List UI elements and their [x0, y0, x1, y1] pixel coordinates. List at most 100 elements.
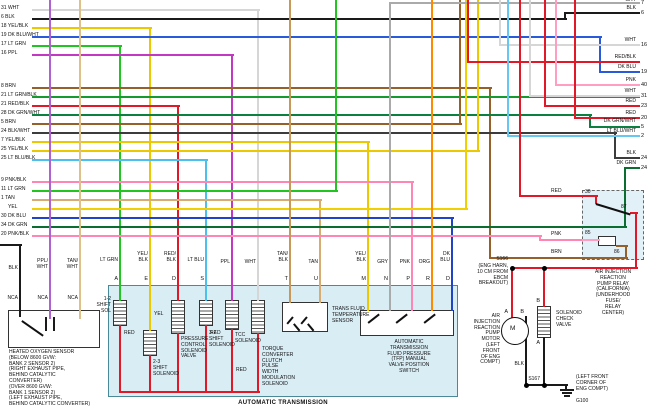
wire-label: 9 PNK/BLK [1, 177, 27, 183]
connector-wire-label: LT BLU [187, 257, 205, 263]
wire-ltgrn-11 [335, 0, 337, 192]
relay-terminal: 87 [621, 204, 627, 210]
wire-pnk-40 [556, 84, 640, 86]
splice-s166-caption: (ENG HARN, 10 CM FROM EBCM BREAKOUT) [477, 263, 508, 287]
ground-caption: (LEFT FRONT CORNER OF ENG COMPT) [576, 374, 609, 392]
ground-g100-label: G100 [576, 398, 589, 404]
pin-number: 20 [641, 115, 648, 121]
wire-pnkblk-9 [411, 181, 413, 311]
wire-label: LT BLU/WHT [606, 128, 636, 134]
pin-number: 7 [641, 0, 645, 6]
wire-o2-plate-2 [53, 317, 55, 331]
wire-gry-7 [389, 2, 391, 311]
relay-coil [598, 236, 616, 246]
terminal-letter: A [504, 309, 508, 315]
connector-wire-label: PNK [399, 259, 410, 265]
wire-label: 5 BRN [1, 119, 16, 125]
connector-wire-label: ORG [418, 259, 430, 265]
wire-ltblublk-25 [32, 159, 208, 161]
splice-s167 [541, 382, 547, 388]
terminal-letter: B [536, 298, 540, 304]
wire-label: BLK [626, 150, 636, 156]
wire-label: 8 BRN [1, 83, 16, 89]
sensor-label: TRANS FLUID TEMPERATURE SENSOR [332, 306, 370, 324]
wire-label: 28 DK GRN/WHT [1, 110, 41, 116]
wire-yelblk-7 [367, 141, 369, 311]
terminal-letter: P [406, 276, 410, 282]
wire-label: BRN [551, 249, 562, 255]
pin-number: 16 [641, 42, 648, 48]
wire-red-23 [545, 105, 640, 107]
connector-wire-label: YEL/ BLK [137, 251, 148, 263]
connector-wire-label: TAN [308, 259, 318, 265]
wire-red-pcsv [177, 333, 179, 393]
terminal-letter: B [520, 309, 524, 315]
wire-label: 34 DK GRN [1, 222, 28, 228]
wire-o2-plate-1 [45, 317, 47, 331]
wire-label: 19 DK BLU/WHT [1, 32, 39, 38]
wire-ltgrn-17 [32, 45, 122, 47]
wire-brn-8 [490, 257, 584, 259]
wire-dkgrn-34 [624, 167, 626, 228]
wire-label: 16 PPL [1, 50, 18, 56]
wire-ppl-16 [231, 54, 233, 301]
wire-label: PNK [551, 231, 562, 237]
wire-yelblk-18 [32, 27, 152, 29]
wire-blk-o2 [0, 244, 22, 246]
wire-yelblk-25 [477, 0, 479, 152]
wire-brn-5 [459, 0, 461, 125]
valve-caption: SOLENOID CHECK VALVE [556, 310, 582, 328]
air-pump-relay-box [582, 190, 644, 260]
solenoid-3-2-shift [199, 300, 213, 326]
wire-label: RED [236, 367, 247, 373]
wire-ltblublk-25 [205, 159, 207, 301]
solenoid-label: TORQUE CONVERTER CLUTCH PULSE WIDTH MODU… [262, 346, 295, 387]
solenoid-label: 3-2 SHIFT SOLENOID [209, 330, 235, 348]
wire-dkgrn-34 [32, 226, 627, 228]
wire-tan-1 [32, 199, 322, 201]
wire-wht-31 [257, 9, 259, 301]
wire-label: RED [625, 98, 636, 104]
wire-label: 31 WHT [1, 5, 20, 11]
wire-label: BLK [626, 5, 636, 11]
wire-dkblu-30 [451, 217, 453, 311]
wire-blkwht-24 [615, 157, 640, 159]
wire-dkgrn-34 [625, 167, 640, 169]
wire-label: 24 BLK/WHT [1, 128, 31, 134]
wire-ltgrn-11 [32, 190, 338, 192]
wire-org-r [431, 0, 433, 311]
connector-wire-label: RED/ BLK [164, 251, 176, 263]
terminal-letter: D [446, 276, 450, 282]
motor-m-label: M [510, 325, 516, 332]
wire-label: PPL/ WHT [36, 258, 48, 270]
wire-ltbluwht-2 [508, 135, 640, 137]
wire-red-sol32 [205, 325, 207, 393]
pin-number: 2 [641, 133, 645, 139]
wire-dkbluwht-19 [32, 36, 602, 38]
wire-red-20 [574, 0, 576, 119]
nca-label: NCA [37, 295, 48, 301]
wire-wht-16 [500, 44, 640, 46]
relay-terminal: 30 [585, 189, 591, 195]
wire-label: 21 RED/BLK [1, 101, 30, 107]
wire-label: PNK [625, 77, 636, 83]
wire-red-87-feed [511, 267, 513, 321]
splice-s166 [509, 265, 515, 271]
relay-terminal: 85 [585, 230, 591, 236]
terminal-letter: M [361, 276, 366, 282]
junction-valve-feed [541, 265, 547, 271]
relay-terminal: 86 [614, 249, 620, 255]
wire-label: 6 BLK [1, 14, 15, 20]
terminal-letter: R [426, 276, 430, 282]
wire-brn-8 [32, 87, 492, 89]
wire-blk-6 [564, 12, 566, 20]
wire-label: 25 LT BLU/BLK [1, 155, 36, 161]
connector-wire-label: YEL/ BLK [355, 251, 366, 263]
wire-redblk-21 [177, 105, 179, 301]
air-pump-motor-circle [501, 317, 529, 345]
wire-relay-int-30 [595, 195, 597, 204]
wire-wht-31-right [529, 0, 531, 97]
wire-red-87-feed [630, 212, 638, 214]
wire-label: YEL [8, 204, 18, 210]
wire-pnk-40 [555, 0, 557, 86]
